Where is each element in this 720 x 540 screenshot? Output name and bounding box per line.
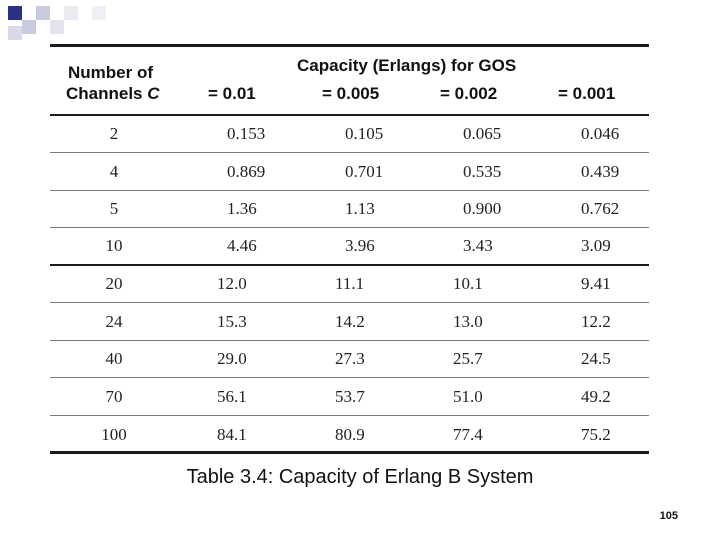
- cell-capacity: 0.701: [345, 161, 384, 181]
- cell-channels: 10: [105, 236, 123, 255]
- cell-capacity: 0.046: [581, 124, 620, 143]
- cell-capacity: 75.2: [581, 424, 611, 444]
- cell-capacity: 0.869: [227, 161, 266, 181]
- cell-channels: 20: [105, 274, 123, 293]
- header-gos-col-4: = 0.001: [558, 84, 616, 103]
- cell-capacity: 77.4: [453, 424, 483, 444]
- cell-channels: 24: [105, 311, 123, 331]
- deco-square: [36, 6, 50, 20]
- cell-capacity: 12.2: [581, 311, 611, 331]
- table-row: 100 84.1 80.9 77.4 75.2: [50, 416, 649, 453]
- header-gos-col-1: = 0.01: [208, 84, 256, 103]
- cell-capacity: 49.2: [581, 386, 611, 406]
- cell-capacity: 29.0: [217, 349, 247, 368]
- cell-capacity: 0.439: [581, 161, 620, 181]
- cell-capacity: 10.1: [453, 274, 483, 293]
- cell-capacity: 1.13: [345, 199, 375, 218]
- cell-capacity: 15.3: [217, 311, 247, 331]
- table-row: 10 4.46 3.96 3.43 3.09: [50, 229, 649, 266]
- cell-capacity: 3.96: [345, 236, 375, 255]
- corner-decoration: [0, 0, 190, 40]
- erlang-table: Number of Channels C Capacity (Erlangs) …: [50, 44, 649, 454]
- cell-channels: 100: [101, 424, 127, 444]
- cell-capacity: 53.7: [335, 386, 365, 406]
- cell-capacity: 3.09: [581, 236, 611, 255]
- cell-capacity: 4.46: [227, 236, 257, 255]
- table-row: 20 12.0 11.1 10.1 9.41: [50, 266, 649, 303]
- header-channels-line2: Channels C: [66, 84, 160, 104]
- header-channels-word: Channels: [66, 84, 143, 103]
- cell-capacity: 0.900: [463, 199, 502, 218]
- deco-square: [92, 6, 106, 20]
- cell-capacity: 12.0: [217, 274, 247, 293]
- cell-capacity: 13.0: [453, 311, 483, 331]
- table-row: 2 0.153 0.105 0.065 0.046: [50, 116, 649, 153]
- cell-capacity: 14.2: [335, 311, 365, 331]
- cell-capacity: 0.535: [463, 161, 502, 181]
- cell-capacity: 27.3: [335, 349, 365, 368]
- cell-capacity: 25.7: [453, 349, 483, 368]
- cell-capacity: 0.762: [581, 199, 620, 218]
- cell-channels: 2: [109, 124, 119, 143]
- page-number: 105: [659, 510, 678, 522]
- deco-square: [64, 6, 78, 20]
- cell-capacity: 3.43: [463, 236, 493, 255]
- cell-capacity: 0.105: [345, 124, 384, 143]
- table-row: 4 0.869 0.701 0.535 0.439: [50, 154, 649, 191]
- cell-channels: 70: [105, 386, 123, 406]
- table-row: 5 1.36 1.13 0.900 0.762: [50, 191, 649, 228]
- cell-capacity: 51.0: [453, 386, 483, 406]
- deco-square: [8, 6, 22, 20]
- cell-capacity: 24.5: [581, 349, 611, 368]
- table-row: 24 15.3 14.2 13.0 12.2: [50, 304, 649, 341]
- cell-capacity: 56.1: [217, 386, 247, 406]
- table-row: 70 56.1 53.7 51.0 49.2: [50, 379, 649, 416]
- header-gos-col-3: = 0.002: [440, 84, 498, 103]
- cell-capacity: 80.9: [335, 424, 365, 444]
- header-capacity-title: Capacity (Erlangs) for GOS: [297, 56, 517, 75]
- deco-square: [8, 26, 22, 40]
- header-channels-line1: Number of: [68, 63, 153, 82]
- header-channels-var: C: [147, 84, 160, 103]
- header-gos-col-2: = 0.005: [322, 84, 380, 103]
- cell-capacity: 11.1: [335, 274, 365, 293]
- cell-capacity: 84.1: [217, 424, 247, 444]
- cell-channels: 40: [105, 349, 123, 368]
- header-rule: [50, 114, 649, 116]
- cell-capacity: 0.065: [463, 124, 502, 143]
- cell-capacity: 9.41: [581, 274, 611, 293]
- cell-capacity: 1.36: [227, 199, 257, 218]
- table-row: 40 29.0 27.3 25.7 24.5: [50, 341, 649, 378]
- deco-square: [22, 20, 36, 34]
- table-caption: Table 3.4: Capacity of Erlang B System: [186, 466, 534, 488]
- cell-capacity: 0.153: [227, 124, 266, 143]
- cell-channels: 5: [109, 199, 119, 218]
- deco-square: [50, 20, 64, 34]
- cell-channels: 4: [109, 161, 119, 181]
